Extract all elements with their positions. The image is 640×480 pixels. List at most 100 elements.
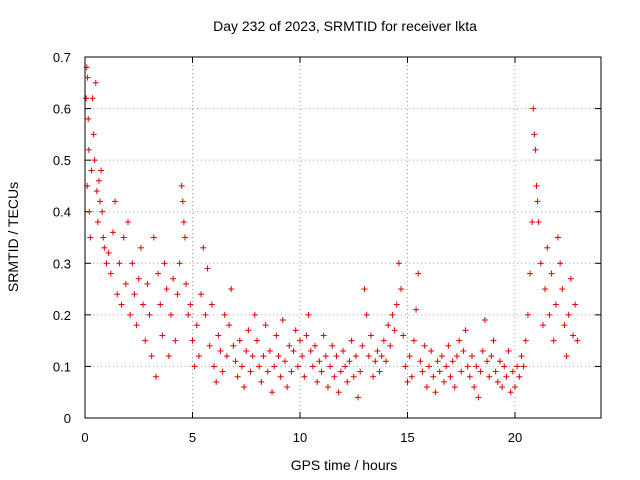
data-point <box>501 363 508 370</box>
data-point <box>187 301 194 308</box>
data-point <box>92 79 99 86</box>
data-point <box>421 342 428 349</box>
data-point <box>380 337 387 344</box>
data-point <box>486 373 493 380</box>
data-point <box>271 363 278 370</box>
data-point <box>537 260 544 267</box>
data-point <box>107 270 114 277</box>
data-point <box>292 327 299 334</box>
data-point <box>286 342 293 349</box>
data-point <box>238 363 245 370</box>
data-point <box>473 363 480 370</box>
data-point <box>309 363 316 370</box>
data-point <box>120 234 127 241</box>
data-point <box>140 301 147 308</box>
data-point <box>475 394 482 401</box>
x-tick-label: 10 <box>293 430 307 445</box>
data-point <box>198 291 205 298</box>
data-point <box>251 311 258 318</box>
data-point <box>346 358 353 365</box>
data-point <box>430 373 437 380</box>
data-point <box>404 378 411 385</box>
data-point <box>572 301 579 308</box>
data-point <box>273 332 280 339</box>
data-point <box>494 378 501 385</box>
data-point <box>87 234 94 241</box>
data-point <box>432 389 439 396</box>
data-point <box>376 368 383 375</box>
data-point <box>202 311 209 318</box>
data-point <box>333 353 340 360</box>
data-point <box>469 353 475 360</box>
data-point <box>458 368 465 375</box>
data-point <box>95 177 102 184</box>
data-point <box>419 368 426 375</box>
data-point <box>428 347 435 354</box>
data-point <box>211 363 217 370</box>
data-point <box>161 260 168 267</box>
data-point <box>329 342 336 349</box>
data-point <box>258 378 265 385</box>
data-point <box>436 368 443 375</box>
data-point <box>499 384 506 391</box>
data-point <box>445 342 452 349</box>
data-point <box>99 208 106 215</box>
data-point <box>101 244 108 251</box>
data-point <box>337 368 344 375</box>
data-point <box>503 373 510 380</box>
data-point <box>331 373 338 380</box>
data-point <box>395 260 402 267</box>
data-point <box>85 146 92 153</box>
data-point <box>561 322 568 329</box>
data-point <box>398 286 405 293</box>
data-point <box>363 311 370 318</box>
data-point <box>477 368 484 375</box>
data-point <box>122 280 129 287</box>
data-point <box>518 353 525 360</box>
data-point <box>195 353 202 360</box>
data-point <box>234 373 241 380</box>
y-tick-label: 0.3 <box>53 256 71 271</box>
data-point <box>462 327 469 334</box>
data-point <box>352 353 359 360</box>
data-point <box>559 286 566 293</box>
data-point <box>103 260 110 267</box>
data-point <box>204 265 211 272</box>
data-point <box>527 270 534 277</box>
data-point <box>114 291 121 298</box>
data-point <box>370 373 377 380</box>
data-point <box>88 167 95 174</box>
data-point <box>94 219 101 226</box>
data-point <box>191 363 198 370</box>
data-point <box>249 353 256 360</box>
data-point <box>294 363 301 370</box>
data-point <box>221 311 228 318</box>
data-point <box>548 270 555 277</box>
data-point <box>150 234 157 241</box>
data-point <box>524 311 531 318</box>
data-point <box>303 332 310 339</box>
data-point <box>262 322 269 329</box>
data-point <box>324 384 331 391</box>
data-point <box>374 347 381 354</box>
data-point <box>180 219 187 226</box>
data-point <box>471 384 478 391</box>
y-tick-label: 0.5 <box>53 153 71 168</box>
data-point <box>91 157 98 164</box>
data-point <box>133 322 140 329</box>
data-point <box>299 353 306 360</box>
data-point <box>335 389 342 396</box>
data-point <box>163 286 170 293</box>
data-point <box>546 311 553 318</box>
data-point <box>226 322 233 329</box>
data-point <box>574 337 581 344</box>
data-point <box>344 378 351 385</box>
data-point <box>406 353 413 360</box>
data-point <box>256 363 263 370</box>
data-point <box>193 322 200 329</box>
data-point <box>232 358 239 365</box>
data-point <box>127 311 134 318</box>
data-point <box>307 347 314 354</box>
data-point <box>97 198 104 205</box>
data-point <box>275 353 282 360</box>
